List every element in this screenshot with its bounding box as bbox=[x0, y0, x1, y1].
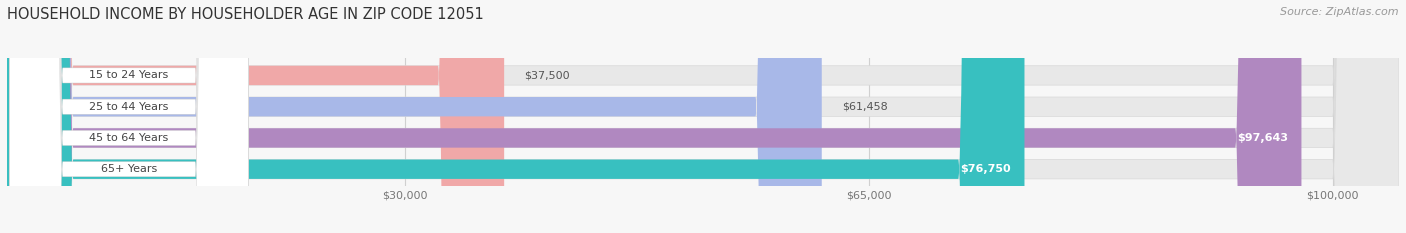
FancyBboxPatch shape bbox=[7, 0, 505, 233]
FancyBboxPatch shape bbox=[7, 0, 1302, 233]
Text: HOUSEHOLD INCOME BY HOUSEHOLDER AGE IN ZIP CODE 12051: HOUSEHOLD INCOME BY HOUSEHOLDER AGE IN Z… bbox=[7, 7, 484, 22]
Text: $37,500: $37,500 bbox=[524, 70, 569, 80]
Text: 15 to 24 Years: 15 to 24 Years bbox=[90, 70, 169, 80]
FancyBboxPatch shape bbox=[7, 0, 821, 233]
FancyBboxPatch shape bbox=[7, 0, 1399, 233]
Text: 25 to 44 Years: 25 to 44 Years bbox=[90, 102, 169, 112]
FancyBboxPatch shape bbox=[10, 0, 249, 233]
FancyBboxPatch shape bbox=[7, 0, 1399, 233]
FancyBboxPatch shape bbox=[10, 0, 249, 233]
FancyBboxPatch shape bbox=[10, 0, 249, 233]
Text: 65+ Years: 65+ Years bbox=[101, 164, 157, 174]
FancyBboxPatch shape bbox=[7, 0, 1399, 233]
Text: $76,750: $76,750 bbox=[960, 164, 1011, 174]
Text: $97,643: $97,643 bbox=[1237, 133, 1288, 143]
FancyBboxPatch shape bbox=[7, 0, 1025, 233]
Text: $61,458: $61,458 bbox=[842, 102, 887, 112]
FancyBboxPatch shape bbox=[7, 0, 1399, 233]
Text: Source: ZipAtlas.com: Source: ZipAtlas.com bbox=[1281, 7, 1399, 17]
FancyBboxPatch shape bbox=[10, 0, 249, 233]
Text: 45 to 64 Years: 45 to 64 Years bbox=[90, 133, 169, 143]
